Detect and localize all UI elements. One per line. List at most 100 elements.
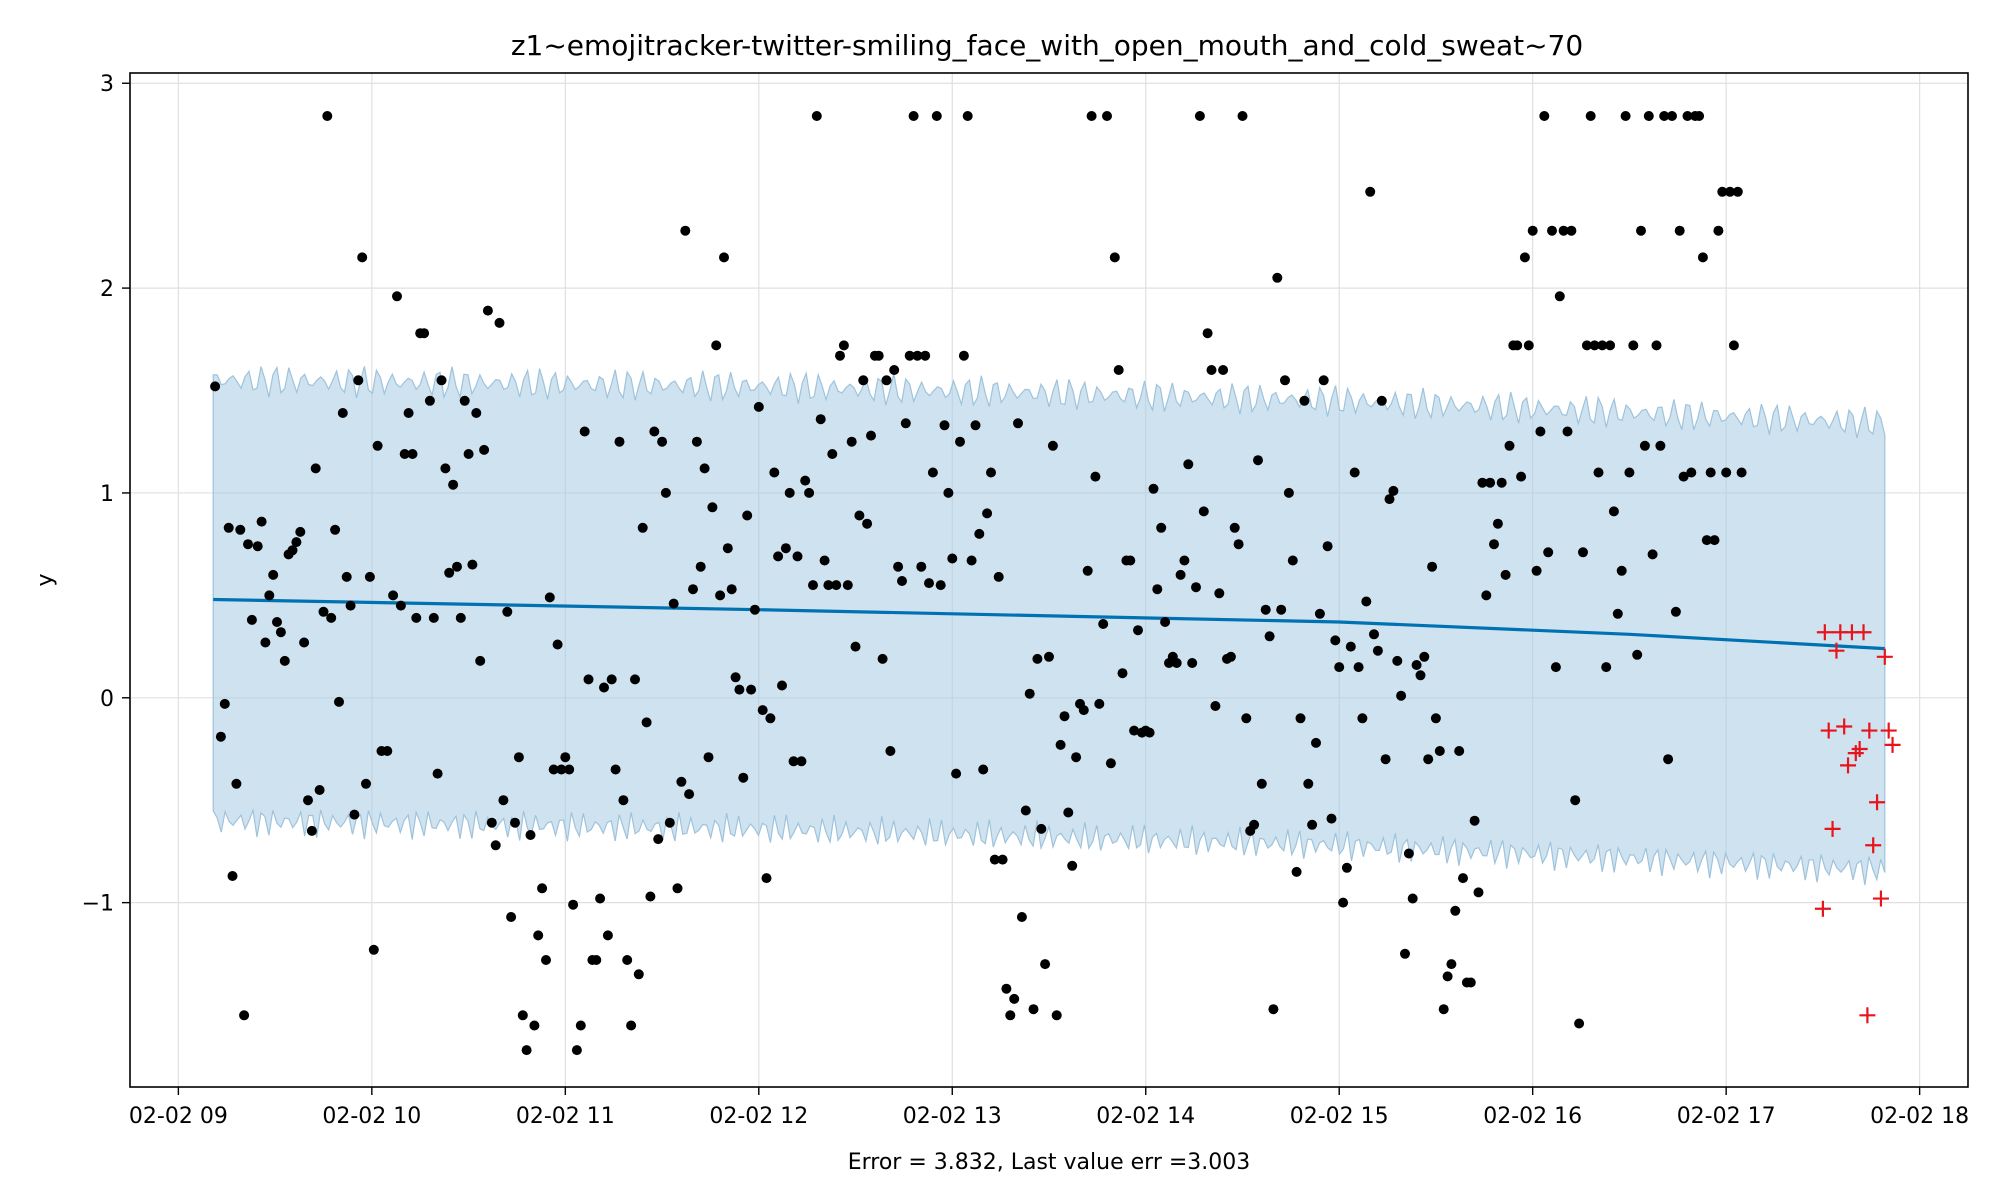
observed-point [1133,625,1143,636]
observed-point [1539,111,1550,121]
observed-point [337,408,348,418]
observed-point [1694,111,1705,121]
observed-point [630,674,640,685]
observed-point [1446,959,1457,970]
observed-point [935,580,946,591]
observed-point [1616,565,1627,576]
observed-point [210,381,221,392]
observed-point [614,436,625,447]
observed-point [1098,619,1109,629]
observed-point [715,590,726,601]
observed-point [637,522,648,533]
observed-point [1353,662,1364,673]
observed-point [1574,1018,1585,1029]
observed-point [982,508,993,519]
observed-point [392,291,402,302]
observed-point [1210,701,1221,711]
observed-point [854,510,865,521]
observed-point [1194,111,1205,121]
observed-point [525,830,536,840]
observed-point [1040,959,1051,970]
x-tick-label: 02-02 14 [1096,1104,1195,1129]
observed-point [1655,440,1666,451]
observed-point [1682,111,1693,121]
observed-point [541,955,551,965]
observed-point [947,553,958,564]
observed-point [1276,604,1287,615]
observed-point [219,698,230,709]
observed-point [1326,813,1337,824]
forecast-line-group [213,597,1885,651]
observed-point [1550,662,1561,673]
observed-point [1415,670,1426,681]
observed-point [738,772,749,783]
observed-point [1330,635,1341,646]
observed-point [1314,608,1325,619]
observed-point [1113,365,1124,375]
observed-point [1713,225,1724,236]
observed-point [955,436,965,447]
observed-point [407,449,418,459]
observed-point [1357,713,1368,724]
observed-point [1407,893,1418,904]
observed-point [1697,252,1708,263]
holdout-points-group [1814,624,1901,1024]
observed-point [633,969,644,980]
observed-point [463,449,474,459]
observed-point [1156,522,1167,533]
holdout-point [1876,648,1893,665]
observed-point [962,111,973,121]
observed-point [827,449,838,459]
observed-point [424,395,435,406]
observed-point [1535,426,1546,437]
observed-point [1299,395,1310,406]
observed-point [897,576,907,586]
confidence-band [212,365,1886,886]
observed-point [691,436,702,447]
observed-point [306,825,317,836]
observed-point [322,111,333,121]
observed-point [564,764,575,775]
observed-point [924,578,934,589]
observed-point [513,752,524,763]
observed-point [1736,467,1747,478]
observed-point [1369,629,1379,640]
observed-point [1020,805,1031,816]
observed-point [1400,948,1410,959]
observed-point [707,502,718,513]
observed-point [602,930,613,941]
observed-point [846,436,857,447]
observed-point [521,1045,532,1056]
observed-point [1454,746,1465,756]
observed-point [1171,658,1182,668]
observed-point [556,764,567,775]
observed-point [1396,690,1407,701]
observed-point [1047,440,1058,451]
observed-point [583,674,594,685]
observed-point [804,487,815,498]
observed-point [761,873,772,884]
holdout-point [1869,794,1886,811]
observed-point [811,111,822,121]
observed-point [252,541,263,552]
observed-point [1516,471,1527,482]
observed-point [1044,651,1054,662]
observed-point [645,891,656,902]
observed-point [1187,658,1198,668]
plot-area [129,72,1969,1088]
observed-point [1403,848,1414,859]
observed-point [618,795,629,806]
observed-point [235,524,246,535]
x-tick-label: 02-02 17 [1677,1104,1776,1129]
observed-point [800,475,811,486]
observed-point [1372,645,1383,656]
x-tick-label: 02-02 13 [903,1104,1002,1129]
observed-point [974,528,985,539]
observed-point [989,854,1000,865]
observed-point [1191,582,1201,593]
observed-point [1303,778,1314,789]
observed-point [1028,1004,1039,1015]
observed-point [303,795,313,806]
observed-point [436,375,447,386]
observed-point [1411,660,1422,670]
